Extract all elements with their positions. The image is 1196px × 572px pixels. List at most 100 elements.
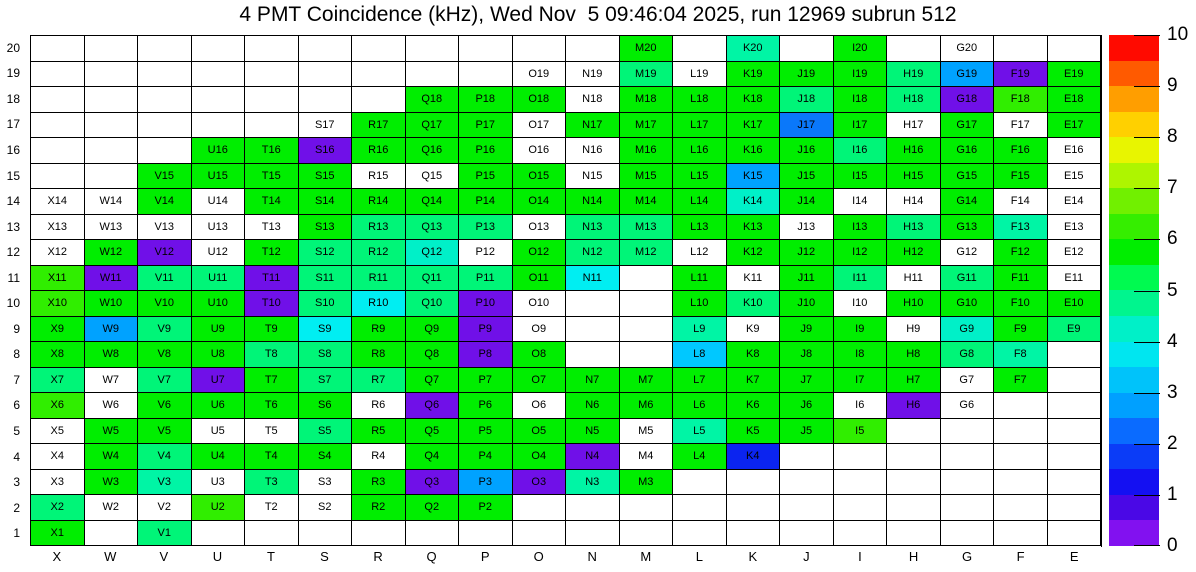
grid-cell: U7	[191, 367, 245, 393]
grid-cell: U4	[191, 444, 245, 470]
grid-cell: E9	[1047, 316, 1101, 342]
grid-cell	[405, 36, 459, 62]
grid-cell: H12	[887, 240, 941, 266]
grid-cell: H9	[887, 316, 941, 342]
grid-cell: Q8	[405, 342, 459, 368]
grid-cell: K4	[726, 444, 780, 470]
grid-cell: Q7	[405, 367, 459, 393]
grid-cell	[191, 520, 245, 546]
grid-cell: I16	[833, 138, 887, 164]
grid-cell	[298, 87, 352, 113]
grid-cell: I10	[833, 291, 887, 317]
grid-cell	[352, 520, 406, 546]
colorbar-tick-line	[1134, 137, 1160, 138]
grid-cell	[191, 61, 245, 87]
y-axis-label: 12	[6, 245, 20, 260]
grid-cell: K19	[726, 61, 780, 87]
grid-cell: G11	[940, 265, 994, 291]
x-axis-label: M	[640, 549, 652, 564]
x-axis-label: P	[480, 549, 490, 564]
grid-cell: I18	[833, 87, 887, 113]
grid-cell	[673, 520, 727, 546]
grid-cell	[245, 36, 299, 62]
colorbar-segment	[1109, 316, 1159, 342]
grid-cell: P8	[459, 342, 513, 368]
grid-cell: M14	[619, 189, 673, 215]
grid-cell: R12	[352, 240, 406, 266]
colorbar-tick-line	[1134, 342, 1160, 343]
grid-cell: S10	[298, 291, 352, 317]
grid-cell: K5	[726, 418, 780, 444]
grid-cell: Q3	[405, 469, 459, 495]
grid-cell	[833, 495, 887, 521]
grid-cell: W13	[84, 214, 138, 240]
grid-cell: X4	[31, 444, 85, 470]
grid-cell: H13	[887, 214, 941, 240]
grid-cell: K11	[726, 265, 780, 291]
grid-cell: H15	[887, 163, 941, 189]
grid-cell: W2	[84, 495, 138, 521]
grid-cell: H19	[887, 61, 941, 87]
grid-cell: G19	[940, 61, 994, 87]
grid-cell	[459, 520, 513, 546]
grid-cell: S12	[298, 240, 352, 266]
y-axis-label: 17	[6, 117, 20, 132]
grid-cell: S8	[298, 342, 352, 368]
grid-cell	[994, 444, 1048, 470]
x-axis-label: S	[320, 549, 329, 564]
colorbar-segment	[1109, 290, 1159, 317]
grid-cell: R9	[352, 316, 406, 342]
grid-cell	[459, 61, 513, 87]
grid-cell	[994, 393, 1048, 419]
grid-cell: X5	[31, 418, 85, 444]
grid-cell: J15	[780, 163, 834, 189]
y-axis-label: 4	[13, 449, 20, 464]
grid-cell	[619, 520, 673, 546]
grid-cell	[352, 87, 406, 113]
grid-cell: M13	[619, 214, 673, 240]
grid-cell: V2	[138, 495, 192, 521]
colorbar-tick-label: 4	[1167, 331, 1178, 352]
grid-cell	[994, 469, 1048, 495]
grid-cell: O3	[512, 469, 566, 495]
grid-cell	[833, 469, 887, 495]
grid-cell	[619, 342, 673, 368]
grid-cell: U6	[191, 393, 245, 419]
grid-cell: P10	[459, 291, 513, 317]
grid-cell: Q15	[405, 163, 459, 189]
grid-cell: K13	[726, 214, 780, 240]
colorbar-tick-line	[1134, 444, 1160, 445]
grid-cell	[138, 36, 192, 62]
grid-cell	[566, 520, 620, 546]
grid-cell: M18	[619, 87, 673, 113]
grid-cell: U12	[191, 240, 245, 266]
grid-cell	[405, 520, 459, 546]
grid-cell: L19	[673, 61, 727, 87]
grid-cell: G15	[940, 163, 994, 189]
grid-cell	[940, 520, 994, 546]
grid-cell: L7	[673, 367, 727, 393]
grid-cell	[245, 87, 299, 113]
grid-cell: T7	[245, 367, 299, 393]
grid-cell: U3	[191, 469, 245, 495]
colorbar-segment	[1109, 264, 1159, 291]
grid-cell: Q5	[405, 418, 459, 444]
colorbar-segment	[1109, 418, 1159, 444]
grid-cell: R10	[352, 291, 406, 317]
grid-cell: T14	[245, 189, 299, 215]
grid-cell	[1047, 495, 1101, 521]
grid-cell: O9	[512, 316, 566, 342]
x-axis-label: Q	[426, 549, 437, 564]
grid-cell: P16	[459, 138, 513, 164]
grid-cell: V13	[138, 214, 192, 240]
grid-cell: O10	[512, 291, 566, 317]
grid-cell: H18	[887, 87, 941, 113]
grid-cell: K15	[726, 163, 780, 189]
colorbar-tick-label: 5	[1167, 280, 1178, 301]
grid-cell: Q6	[405, 393, 459, 419]
grid-cell: X10	[31, 291, 85, 317]
colorbar-tick-line	[1134, 291, 1160, 292]
grid-cell	[1047, 469, 1101, 495]
grid-cell: Q12	[405, 240, 459, 266]
